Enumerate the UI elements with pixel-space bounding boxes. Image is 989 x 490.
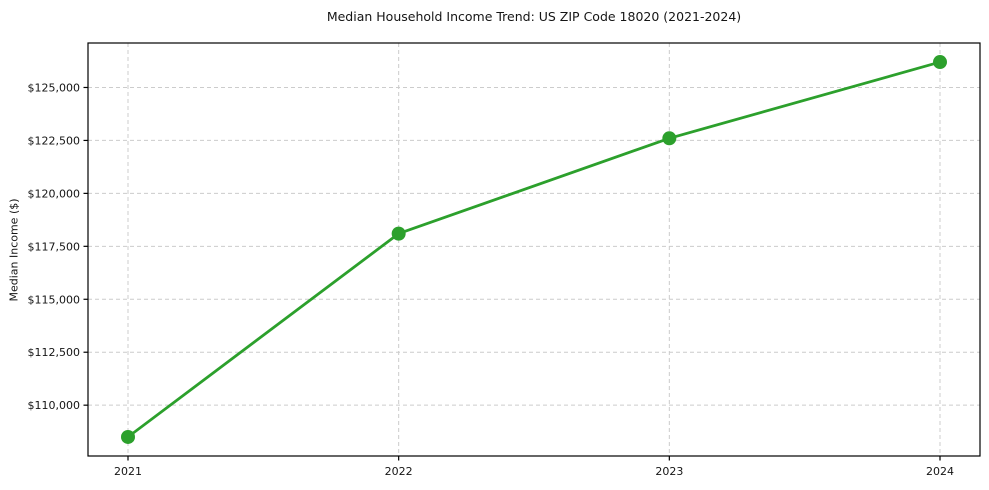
trend-line <box>126 60 942 439</box>
x-tick-label: 2021 <box>114 465 142 478</box>
data-point <box>121 429 135 444</box>
y-tick-label: $110,000 <box>28 399 81 412</box>
x-tick-label: 2022 <box>385 465 413 478</box>
y-tick-label: $120,000 <box>28 187 81 200</box>
plot-area <box>88 43 980 456</box>
y-tick-label: $122,500 <box>28 134 81 147</box>
y-tick-label: $117,500 <box>28 240 81 253</box>
x-tick-label: 2024 <box>926 465 954 478</box>
x-tick-label: 2023 <box>655 465 683 478</box>
data-point <box>391 226 406 241</box>
axes-spines <box>87 42 981 457</box>
y-tick-label: $125,000 <box>28 81 81 94</box>
data-point <box>662 131 677 146</box>
data-point <box>933 55 947 70</box>
y-tick-label: $115,000 <box>28 293 81 306</box>
chart-title: Median Household Income Trend: US ZIP Co… <box>326 9 742 24</box>
y-axis-label: Median Income ($) <box>7 198 21 302</box>
y-tick-label: $112,500 <box>28 346 81 359</box>
